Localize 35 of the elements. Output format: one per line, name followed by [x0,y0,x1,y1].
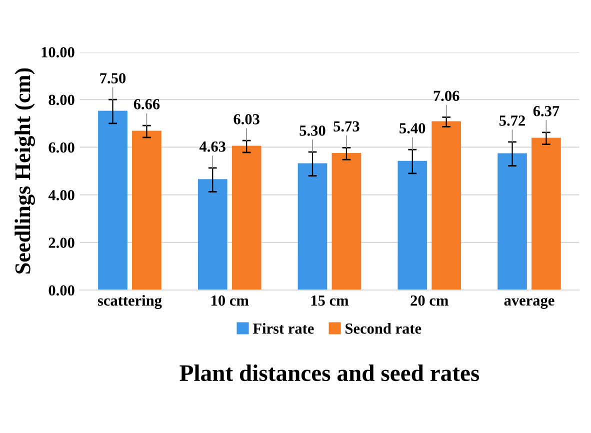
x-tick-label: scattering [98,294,162,309]
data-label: 5.72 [500,116,525,126]
data-label: 6.66 [134,99,160,110]
data-label: 5.40 [400,123,426,134]
y-tick-label: 6.00 [48,142,74,153]
y-axis-title: Seedlings Height (cm) [14,68,35,274]
y-tick-label: 8.00 [48,94,74,106]
x-tick-label: 15 cm [311,295,349,306]
x-tick-label: average [504,298,554,309]
x-axis-title: Plant distances and seed rates [180,364,480,382]
bar [432,121,462,290]
y-tick-label: 10.00 [42,47,74,58]
data-label: 7.50 [100,73,126,84]
x-tick-label: 20 cm [410,295,448,306]
bar [498,153,527,290]
legend-label: First rate [252,323,314,334]
x-tick-label: 10 cm [212,295,249,306]
y-tick-label: 0.00 [48,285,74,296]
data-label: 4.63 [199,141,226,152]
bar [132,130,162,290]
y-tick-label: 2.00 [48,238,74,248]
bar [532,138,561,290]
bar [298,163,328,290]
y-tick-label: 4.00 [48,190,74,200]
bar [398,160,428,290]
legend-label: Second rate [346,323,422,334]
bar [98,110,128,290]
data-label: 6.37 [533,106,560,116]
bar [198,179,228,290]
data-label: 6.03 [234,114,260,124]
data-label: 5.30 [300,125,326,136]
data-label: 5.73 [334,121,360,132]
bar [332,152,362,290]
bar [232,146,262,290]
data-label: 7.06 [434,90,460,102]
